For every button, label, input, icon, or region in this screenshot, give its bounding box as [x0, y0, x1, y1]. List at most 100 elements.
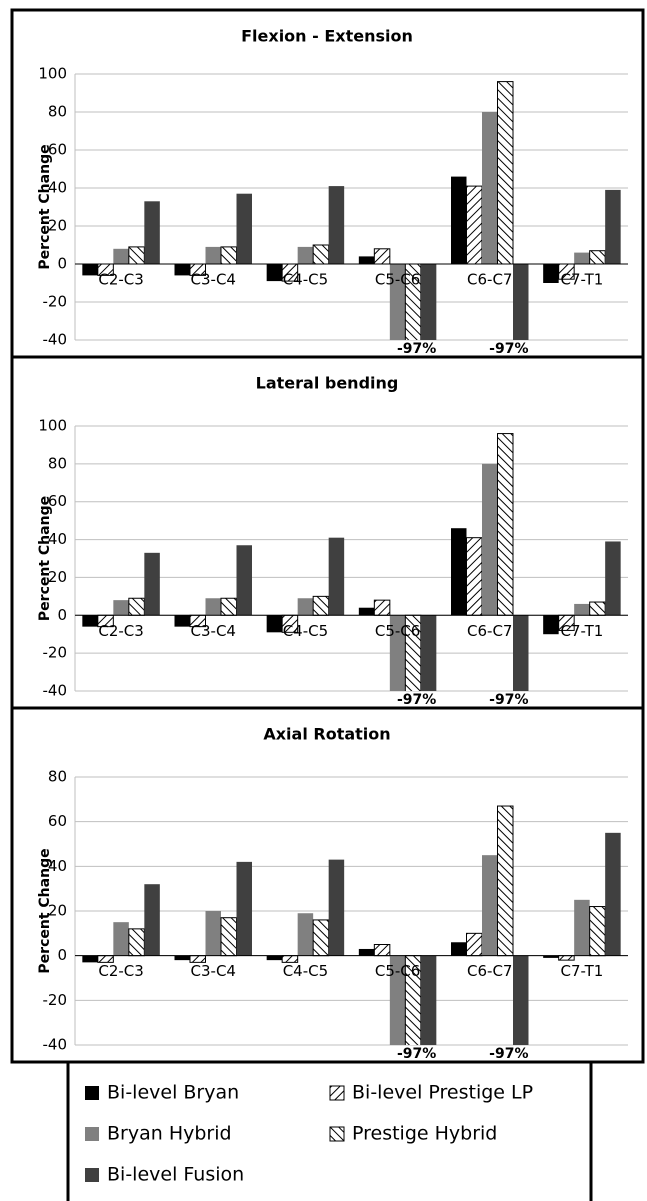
panel-border — [10, 355, 645, 710]
bar — [82, 955, 98, 963]
x-tick-label: C6-C7 — [467, 962, 512, 980]
y-tick-label: -40 — [43, 1036, 68, 1054]
bar — [220, 917, 237, 957]
chart-title: Lateral bending — [256, 374, 399, 393]
bar — [420, 955, 437, 1045]
bar — [482, 855, 498, 956]
bar — [373, 599, 391, 616]
y-tick-label: 40 — [48, 530, 67, 548]
bar — [358, 256, 375, 264]
bar — [497, 433, 514, 616]
panel-border — [10, 8, 645, 359]
y-tick-label: 100 — [38, 65, 67, 83]
y-tick-label: -20 — [43, 991, 68, 1009]
bar — [312, 919, 330, 957]
y-tick-label: 20 — [48, 902, 67, 920]
legend-swatch — [329, 1126, 345, 1142]
bar — [373, 944, 391, 957]
bar — [174, 615, 190, 627]
bar — [589, 906, 606, 957]
panel-border — [10, 706, 645, 1064]
x-tick-label: C7-T1 — [561, 622, 604, 640]
value-label: -97% — [489, 341, 528, 357]
legend-label: Prestige Hybrid — [352, 1123, 497, 1145]
bar — [389, 615, 406, 691]
y-tick-label: 100 — [38, 417, 67, 435]
bar — [482, 112, 498, 264]
plot — [82, 805, 621, 1045]
y-tick-label: 40 — [48, 857, 67, 875]
bar — [113, 248, 129, 264]
y-tick-label: 60 — [48, 141, 67, 159]
bar — [420, 615, 437, 691]
bar — [82, 264, 98, 276]
bar — [205, 911, 221, 956]
y-tick-label: -20 — [43, 644, 68, 662]
x-tick-label: C3-C4 — [191, 962, 236, 980]
y-tick-label: 20 — [48, 568, 67, 586]
bar — [543, 615, 559, 635]
bar — [82, 615, 98, 627]
x-tick-label: C5-C6 — [375, 271, 420, 289]
bar — [589, 601, 606, 616]
bar — [128, 928, 145, 957]
y-tick-label: 60 — [48, 812, 67, 830]
bar — [513, 955, 529, 1045]
bar — [113, 600, 129, 616]
bar — [113, 922, 129, 956]
bar — [466, 537, 483, 616]
bar — [373, 248, 391, 265]
bar — [266, 955, 283, 961]
bar — [389, 264, 406, 340]
bar — [358, 948, 375, 956]
y-tick-label: 80 — [48, 454, 67, 472]
legend-label: Bi-level Fusion — [107, 1164, 244, 1186]
bar — [144, 201, 160, 264]
y-tick-label: 40 — [48, 179, 67, 197]
bar — [513, 264, 529, 340]
y-tick-label: 80 — [48, 103, 67, 121]
y-tick-label: 0 — [57, 606, 67, 624]
bar — [543, 955, 559, 958]
bar — [451, 176, 467, 264]
y-axis-label: Percent Change — [37, 144, 53, 269]
bar — [466, 185, 483, 265]
value-label: -97% — [489, 1046, 528, 1062]
bar — [236, 545, 252, 616]
value-label: -97% — [397, 1046, 436, 1062]
bar — [266, 615, 283, 633]
x-tick-label: C5-C6 — [375, 962, 420, 980]
bar — [266, 264, 283, 282]
x-tick-label: C2-C3 — [98, 271, 143, 289]
plot — [82, 81, 621, 340]
bar — [482, 463, 498, 616]
y-tick-label: -20 — [43, 293, 68, 311]
legend-label: Bryan Hybrid — [107, 1123, 232, 1145]
bar — [358, 607, 375, 616]
bar — [236, 861, 252, 956]
bar — [174, 264, 190, 276]
bar — [174, 955, 190, 961]
chart-title: Flexion - Extension — [241, 27, 413, 46]
bar — [312, 244, 330, 265]
x-tick-label: C7-T1 — [561, 962, 604, 980]
bar — [128, 246, 145, 265]
x-tick-label: C6-C7 — [467, 622, 512, 640]
bar — [389, 955, 406, 1045]
value-label: -97% — [397, 692, 436, 708]
bar — [451, 942, 467, 956]
bar — [497, 81, 514, 265]
bar — [220, 597, 237, 616]
bar — [205, 598, 221, 616]
bar — [144, 552, 160, 616]
y-tick-label: -40 — [43, 331, 68, 349]
value-label: -97% — [397, 341, 436, 357]
legend-swatch — [85, 1086, 99, 1100]
bar — [328, 537, 345, 616]
legend-swatch — [85, 1168, 99, 1182]
legend-swatch — [85, 1127, 99, 1141]
bar — [574, 603, 590, 616]
bar — [328, 186, 345, 264]
bar — [328, 859, 345, 956]
